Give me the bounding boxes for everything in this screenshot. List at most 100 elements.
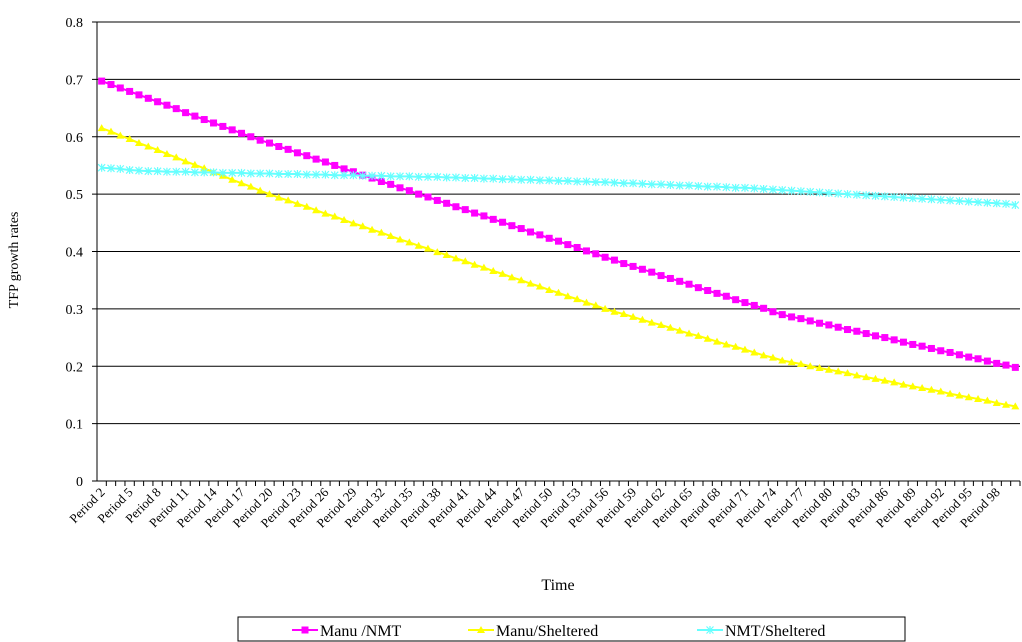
marker	[284, 145, 292, 153]
marker	[713, 289, 721, 297]
marker	[825, 321, 833, 329]
marker	[843, 369, 852, 377]
marker	[340, 165, 348, 173]
marker	[732, 296, 740, 304]
marker	[890, 378, 899, 386]
marker	[927, 344, 935, 352]
marker	[918, 194, 927, 203]
marker	[759, 351, 768, 359]
marker	[368, 171, 376, 180]
marker	[601, 304, 610, 312]
marker	[824, 188, 833, 197]
marker	[908, 194, 917, 203]
marker	[824, 365, 833, 373]
marker	[396, 172, 404, 181]
marker	[479, 263, 488, 271]
marker	[498, 269, 507, 277]
marker	[768, 353, 777, 361]
marker	[620, 260, 628, 268]
marker	[302, 170, 311, 179]
marker	[190, 160, 199, 168]
marker	[246, 169, 255, 178]
marker	[787, 358, 796, 366]
marker	[508, 222, 516, 230]
marker	[816, 319, 824, 327]
marker	[423, 244, 432, 252]
marker	[769, 185, 777, 194]
marker	[862, 191, 871, 200]
marker	[274, 170, 283, 179]
marker	[461, 206, 469, 214]
marker	[274, 193, 283, 201]
marker	[265, 190, 274, 198]
marker	[685, 280, 693, 288]
marker	[899, 338, 907, 346]
marker	[302, 202, 311, 210]
marker	[125, 166, 134, 175]
legend-label: Manu/Sheltered	[496, 623, 598, 640]
marker	[442, 173, 451, 182]
marker	[414, 241, 423, 249]
marker	[535, 176, 544, 185]
marker	[713, 182, 721, 191]
marker	[98, 77, 106, 85]
marker	[135, 166, 143, 175]
marker	[172, 167, 181, 176]
marker	[675, 181, 684, 190]
marker	[554, 288, 563, 296]
marker	[983, 198, 992, 207]
marker	[871, 332, 879, 340]
marker	[470, 260, 479, 268]
marker	[517, 225, 525, 233]
marker	[648, 268, 656, 276]
marker	[424, 172, 432, 181]
marker	[228, 175, 237, 183]
marker	[377, 228, 386, 236]
marker	[321, 170, 330, 179]
marker	[284, 196, 293, 204]
marker	[247, 133, 255, 141]
marker	[163, 101, 171, 109]
marker	[890, 192, 899, 201]
marker	[480, 212, 488, 220]
marker	[116, 131, 125, 139]
marker	[918, 384, 927, 392]
marker	[844, 326, 852, 334]
marker	[331, 161, 339, 169]
marker	[144, 142, 153, 150]
marker	[228, 126, 236, 134]
marker	[209, 168, 218, 177]
marker	[834, 323, 842, 331]
marker	[1002, 361, 1010, 369]
marker	[479, 174, 488, 183]
marker	[312, 155, 320, 163]
marker	[853, 327, 861, 335]
marker	[750, 348, 759, 356]
marker	[238, 129, 246, 137]
marker	[759, 184, 768, 193]
marker	[1002, 400, 1011, 408]
marker	[760, 304, 768, 312]
marker	[591, 178, 600, 187]
marker	[265, 169, 274, 178]
marker	[415, 190, 423, 198]
marker	[116, 84, 124, 92]
marker	[890, 336, 898, 344]
y-tick-label: 0.1	[66, 418, 84, 433]
y-axis-title: TFP growth rates	[7, 212, 22, 309]
marker	[964, 197, 973, 206]
marker	[293, 170, 302, 179]
marker	[880, 376, 889, 384]
marker	[312, 206, 321, 214]
marker	[610, 256, 618, 264]
marker	[563, 292, 572, 300]
marker	[162, 167, 171, 176]
marker	[834, 367, 843, 375]
marker	[106, 127, 115, 135]
marker	[815, 188, 824, 197]
marker	[610, 178, 619, 187]
marker	[452, 203, 460, 211]
marker	[191, 112, 199, 120]
marker	[228, 168, 237, 177]
y-tick-label: 0.5	[66, 188, 84, 203]
